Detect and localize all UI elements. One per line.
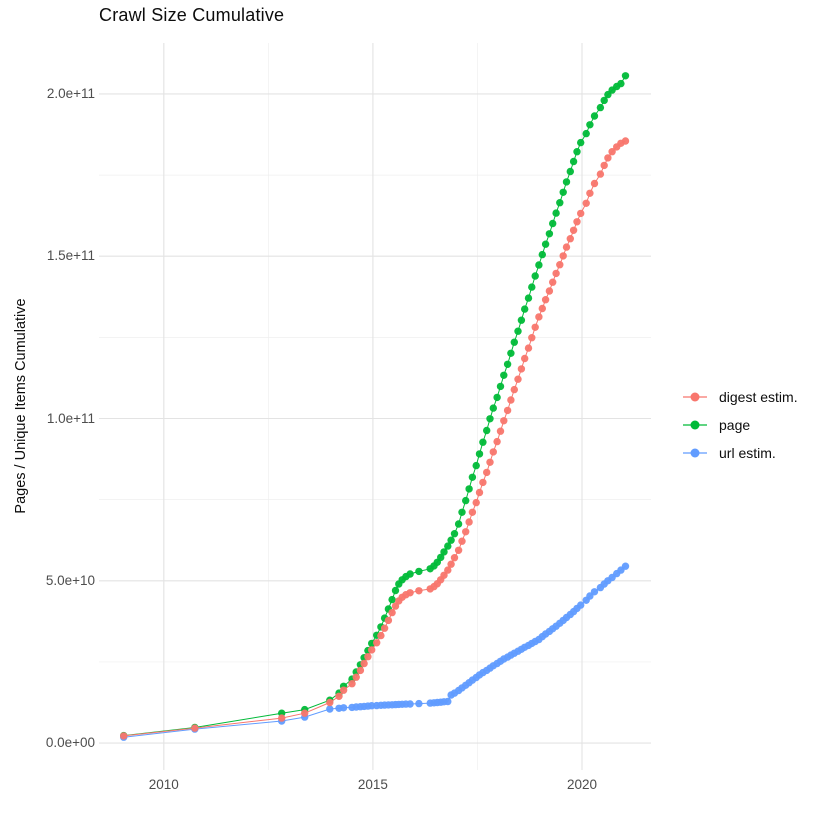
series-page — [120, 72, 630, 740]
gridlines-major — [99, 43, 651, 770]
legend-item-page: page — [682, 411, 798, 439]
legend-item-label: page — [719, 417, 751, 433]
y-tick-label: 1.0e+11 — [46, 410, 95, 426]
legend: digest estim. page url estim. — [682, 383, 798, 467]
gridlines-minor — [99, 43, 651, 770]
y-tick-label: 5.0e+10 — [45, 572, 95, 588]
legend-item-url: url estim. — [682, 439, 798, 467]
series-digest — [120, 137, 630, 740]
y-axis-title: Pages / Unique Items Cumulative — [13, 298, 29, 514]
x-tick-label: 2010 — [148, 777, 179, 792]
legend-key-digest-icon — [683, 392, 707, 402]
legend-item-label: url estim. — [719, 445, 776, 461]
x-tick-label: 2015 — [357, 777, 388, 792]
y-tick-label: 1.5e+11 — [46, 248, 95, 264]
legend-key-url-icon — [683, 448, 707, 458]
legend-item-digest: digest estim. — [682, 383, 798, 411]
chart-title: Crawl Size Cumulative — [99, 5, 285, 25]
series-digest-points — [120, 137, 630, 740]
legend-key-page-icon — [683, 420, 707, 430]
legend-item-label: digest estim. — [719, 389, 798, 405]
y-tick-label: 2.0e+11 — [46, 85, 95, 101]
y-tick-label: 0.0e+00 — [45, 735, 95, 751]
x-tick-label: 2020 — [566, 777, 598, 792]
